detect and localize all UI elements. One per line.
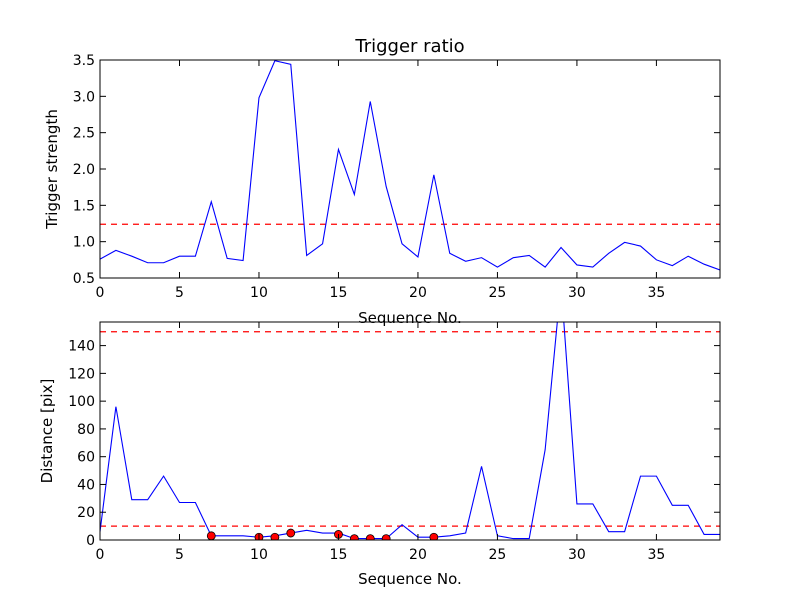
bottom-x-tick-label: 35 xyxy=(647,547,665,563)
bottom-marker-point xyxy=(349,534,359,540)
top-y-tick-label: 2.0 xyxy=(73,162,95,178)
bottom-x-tick-label: 5 xyxy=(175,547,184,563)
top-y-tick-label: 3.0 xyxy=(73,89,95,105)
trigger-ratio-panel: Trigger ratio 0 5 10 15 20 25 30 35 0.5 1.0 1.5 2.0… xyxy=(43,36,721,327)
bottom-marker-point xyxy=(365,534,375,540)
bottom-y-tick-label: 20 xyxy=(77,505,95,521)
bottom-x-tick-label: 30 xyxy=(568,547,586,563)
bottom-x-axis-label: Sequence No. xyxy=(358,570,462,588)
top-ticks: 0 5 10 15 20 25 30 35 0.5 1.0 1.5 2.0 2.5 3.0 3.5 xyxy=(73,53,720,301)
top-x-tick-label: 35 xyxy=(647,285,665,301)
bottom-marker-point xyxy=(206,531,216,540)
bottom-plot-area xyxy=(100,322,720,540)
top-y-tick-label: 0.5 xyxy=(73,271,95,287)
top-x-tick-label: 30 xyxy=(568,285,586,301)
top-y-axis-label: Trigger strength xyxy=(43,109,61,230)
top-x-tick-label: 15 xyxy=(330,285,348,301)
bottom-y-tick-label: 100 xyxy=(68,394,95,410)
bottom-y-tick-label: 40 xyxy=(77,477,95,493)
bottom-marker-point xyxy=(381,534,391,540)
top-y-tick-label: 1.5 xyxy=(73,198,95,214)
bottom-y-tick-label: 140 xyxy=(68,339,95,355)
bottom-axes-frame xyxy=(99,321,721,541)
bottom-series-line xyxy=(100,322,720,540)
bottom-x-tick-label: 10 xyxy=(250,547,268,563)
top-y-tick-label: 2.5 xyxy=(73,126,95,142)
bottom-x-tick-label: 20 xyxy=(409,547,427,563)
bottom-marker-point xyxy=(286,528,296,538)
bottom-y-tick-label: 0 xyxy=(86,533,95,549)
bottom-ticks: 0 5 10 15 20 25 30 35 0 20 40 60 80 100 120 140 xyxy=(68,322,720,563)
bottom-y-tick-label: 80 xyxy=(77,422,95,438)
bottom-x-tick-label: 15 xyxy=(330,547,348,563)
top-plot-area xyxy=(100,60,720,271)
top-axes-frame xyxy=(99,59,721,279)
top-x-tick-label: 25 xyxy=(489,285,507,301)
distance-panel: 0 5 10 15 20 25 30 35 0 20 40 60 80 100 120 140 Sequenc… xyxy=(38,321,721,588)
bottom-marker-point xyxy=(429,532,439,540)
top-x-tick-label: 10 xyxy=(250,285,268,301)
top-x-tick-label: 5 xyxy=(175,285,184,301)
top-y-tick-label: 1.0 xyxy=(73,235,95,251)
bottom-x-tick-label: 25 xyxy=(489,547,507,563)
bottom-y-tick-label: 60 xyxy=(77,450,95,466)
bottom-x-tick-label: 0 xyxy=(96,547,105,563)
top-x-axis-label: Sequence No. xyxy=(358,309,462,327)
top-x-tick-label: 0 xyxy=(96,285,105,301)
bottom-y-tick-label: 120 xyxy=(68,366,95,382)
bottom-y-axis-label: Distance [pix] xyxy=(38,379,56,484)
chart-title: Trigger ratio xyxy=(354,36,464,57)
bottom-marker-point xyxy=(270,532,280,540)
top-x-tick-label: 20 xyxy=(409,285,427,301)
top-y-tick-label: 3.5 xyxy=(73,53,95,69)
top-series-line xyxy=(100,60,720,271)
